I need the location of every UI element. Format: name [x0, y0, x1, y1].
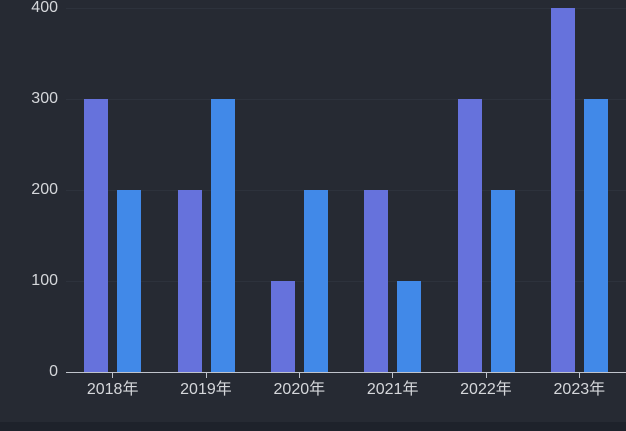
x-axis-tick-2020年: [298, 373, 300, 378]
bar-blue-2020年[interactable]: [303, 190, 328, 372]
bar-purple-2022年[interactable]: [457, 99, 482, 372]
bar-blue-2022年[interactable]: [490, 190, 515, 372]
x-axis-label-2023年: 2023年: [553, 381, 606, 398]
y-axis-label-0: 0: [49, 363, 58, 380]
bar-purple-2021年[interactable]: [364, 190, 389, 372]
bar-blue-2018年[interactable]: [117, 190, 142, 372]
x-axis-tick-2022年: [485, 373, 487, 378]
page-edge-strip: [0, 422, 626, 431]
y-axis-label-300: 300: [31, 90, 58, 108]
bar-purple-2020年[interactable]: [270, 281, 295, 372]
x-axis-label-2019年: 2019年: [180, 381, 232, 398]
x-axis-tick-2021年: [392, 373, 394, 378]
y-axis-label-200: 200: [31, 181, 58, 199]
bar-blue-2023年[interactable]: [583, 99, 608, 372]
x-axis-tick-2019年: [205, 373, 207, 378]
bar-blue-2019年[interactable]: [210, 99, 235, 372]
gridline-100: [66, 281, 626, 283]
x-axis-line: [66, 372, 626, 373]
chart-canvas: 0 100 200 300 400 2018年 2019年 2020年 2021年 2022年 2…: [31, 0, 626, 398]
gridline-300: [66, 99, 626, 101]
gridline-200: [66, 190, 626, 192]
x-axis-label-2018年: 2018年: [86, 381, 139, 398]
y-axis-label-100: 100: [31, 272, 58, 290]
bar-purple-2023年[interactable]: [550, 8, 575, 372]
x-axis-label-2022年: 2022年: [460, 381, 512, 398]
bar-purple-2019年[interactable]: [177, 190, 202, 372]
x-axis-tick-2018年: [112, 373, 114, 378]
x-axis-label-2021年: 2021年: [366, 381, 419, 398]
bar-blue-2021年[interactable]: [397, 281, 422, 372]
gridline-400: [66, 8, 626, 10]
bar-purple-2018年[interactable]: [84, 99, 109, 372]
x-axis-label-2020年: 2020年: [273, 381, 326, 398]
x-axis-tick-2023年: [578, 373, 580, 378]
y-axis-label-400: 400: [31, 0, 58, 17]
